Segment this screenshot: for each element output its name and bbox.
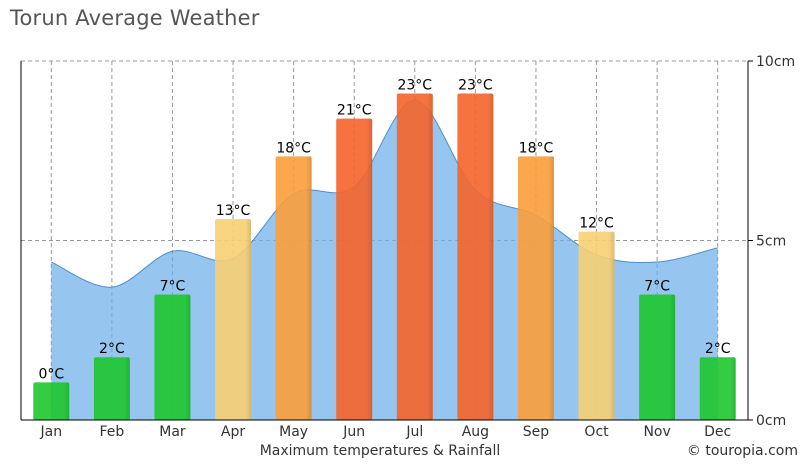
- x-tick-jun: Jun: [342, 424, 365, 440]
- chart-title: Torun Average Weather: [10, 6, 260, 30]
- data-labels: 0°C 2°C 7°C 13°C 18°C 21°C 23°C 23°C 18°C 12°C 7°C…: [38, 78, 730, 383]
- bar-shade-jun: [336, 118, 373, 421]
- x-tick-aug: Aug: [462, 424, 489, 440]
- x-tick-may: May: [279, 424, 308, 440]
- y-tick-label-0: 0cm: [756, 413, 786, 429]
- x-tick-sep: Sep: [523, 424, 550, 440]
- temperature-bars: [33, 93, 736, 421]
- temp-label-jan: 0°C: [38, 366, 64, 382]
- x-tick-mar: Mar: [159, 424, 186, 440]
- chart-caption: Maximum temperatures & Rainfall: [259, 443, 501, 459]
- bar-shade-mar: [154, 294, 191, 420]
- y-tick-label-2: 10cm: [756, 54, 795, 70]
- temp-label-may: 18°C: [276, 140, 311, 156]
- x-tick-apr: Apr: [221, 424, 245, 440]
- axes: Jan Feb Mar Apr May Jun Jul Aug Sep Oct Nov Dec 0cm 5…: [20, 54, 795, 440]
- x-tick-feb: Feb: [99, 424, 124, 440]
- x-tick-dec: Dec: [704, 424, 731, 440]
- temp-label-sep: 18°C: [519, 140, 554, 156]
- x-tick-jan: Jan: [39, 424, 62, 440]
- credit-text: © touropia.com: [686, 443, 798, 459]
- bar-shade-jan: [33, 382, 70, 420]
- temp-label-mar: 7°C: [160, 278, 186, 294]
- bar-shade-oct: [578, 231, 615, 420]
- x-tick-oct: Oct: [584, 424, 609, 440]
- temp-label-oct: 12°C: [579, 216, 614, 232]
- temp-label-jun: 21°C: [337, 103, 372, 119]
- bar-shade-apr: [215, 219, 252, 420]
- rainfall-area: [51, 99, 718, 421]
- temp-label-feb: 2°C: [99, 341, 125, 357]
- bar-shade-may: [275, 156, 312, 421]
- bar-shade-aug: [457, 93, 494, 421]
- temp-label-jul: 23°C: [397, 78, 432, 94]
- bar-shade-sep: [517, 156, 554, 421]
- x-tick-nov: Nov: [643, 424, 670, 440]
- temp-label-dec: 2°C: [705, 341, 731, 357]
- temp-label-nov: 7°C: [644, 278, 670, 294]
- x-tick-jul: Jul: [405, 424, 423, 440]
- bar-shade-jul: [396, 93, 433, 421]
- bar-shade-dec: [699, 357, 736, 420]
- bar-shade-nov: [639, 294, 676, 420]
- y-tick-label-1: 5cm: [756, 234, 786, 250]
- temp-label-aug: 23°C: [458, 78, 493, 94]
- bar-shade-feb: [93, 357, 130, 420]
- temp-label-apr: 13°C: [216, 203, 251, 219]
